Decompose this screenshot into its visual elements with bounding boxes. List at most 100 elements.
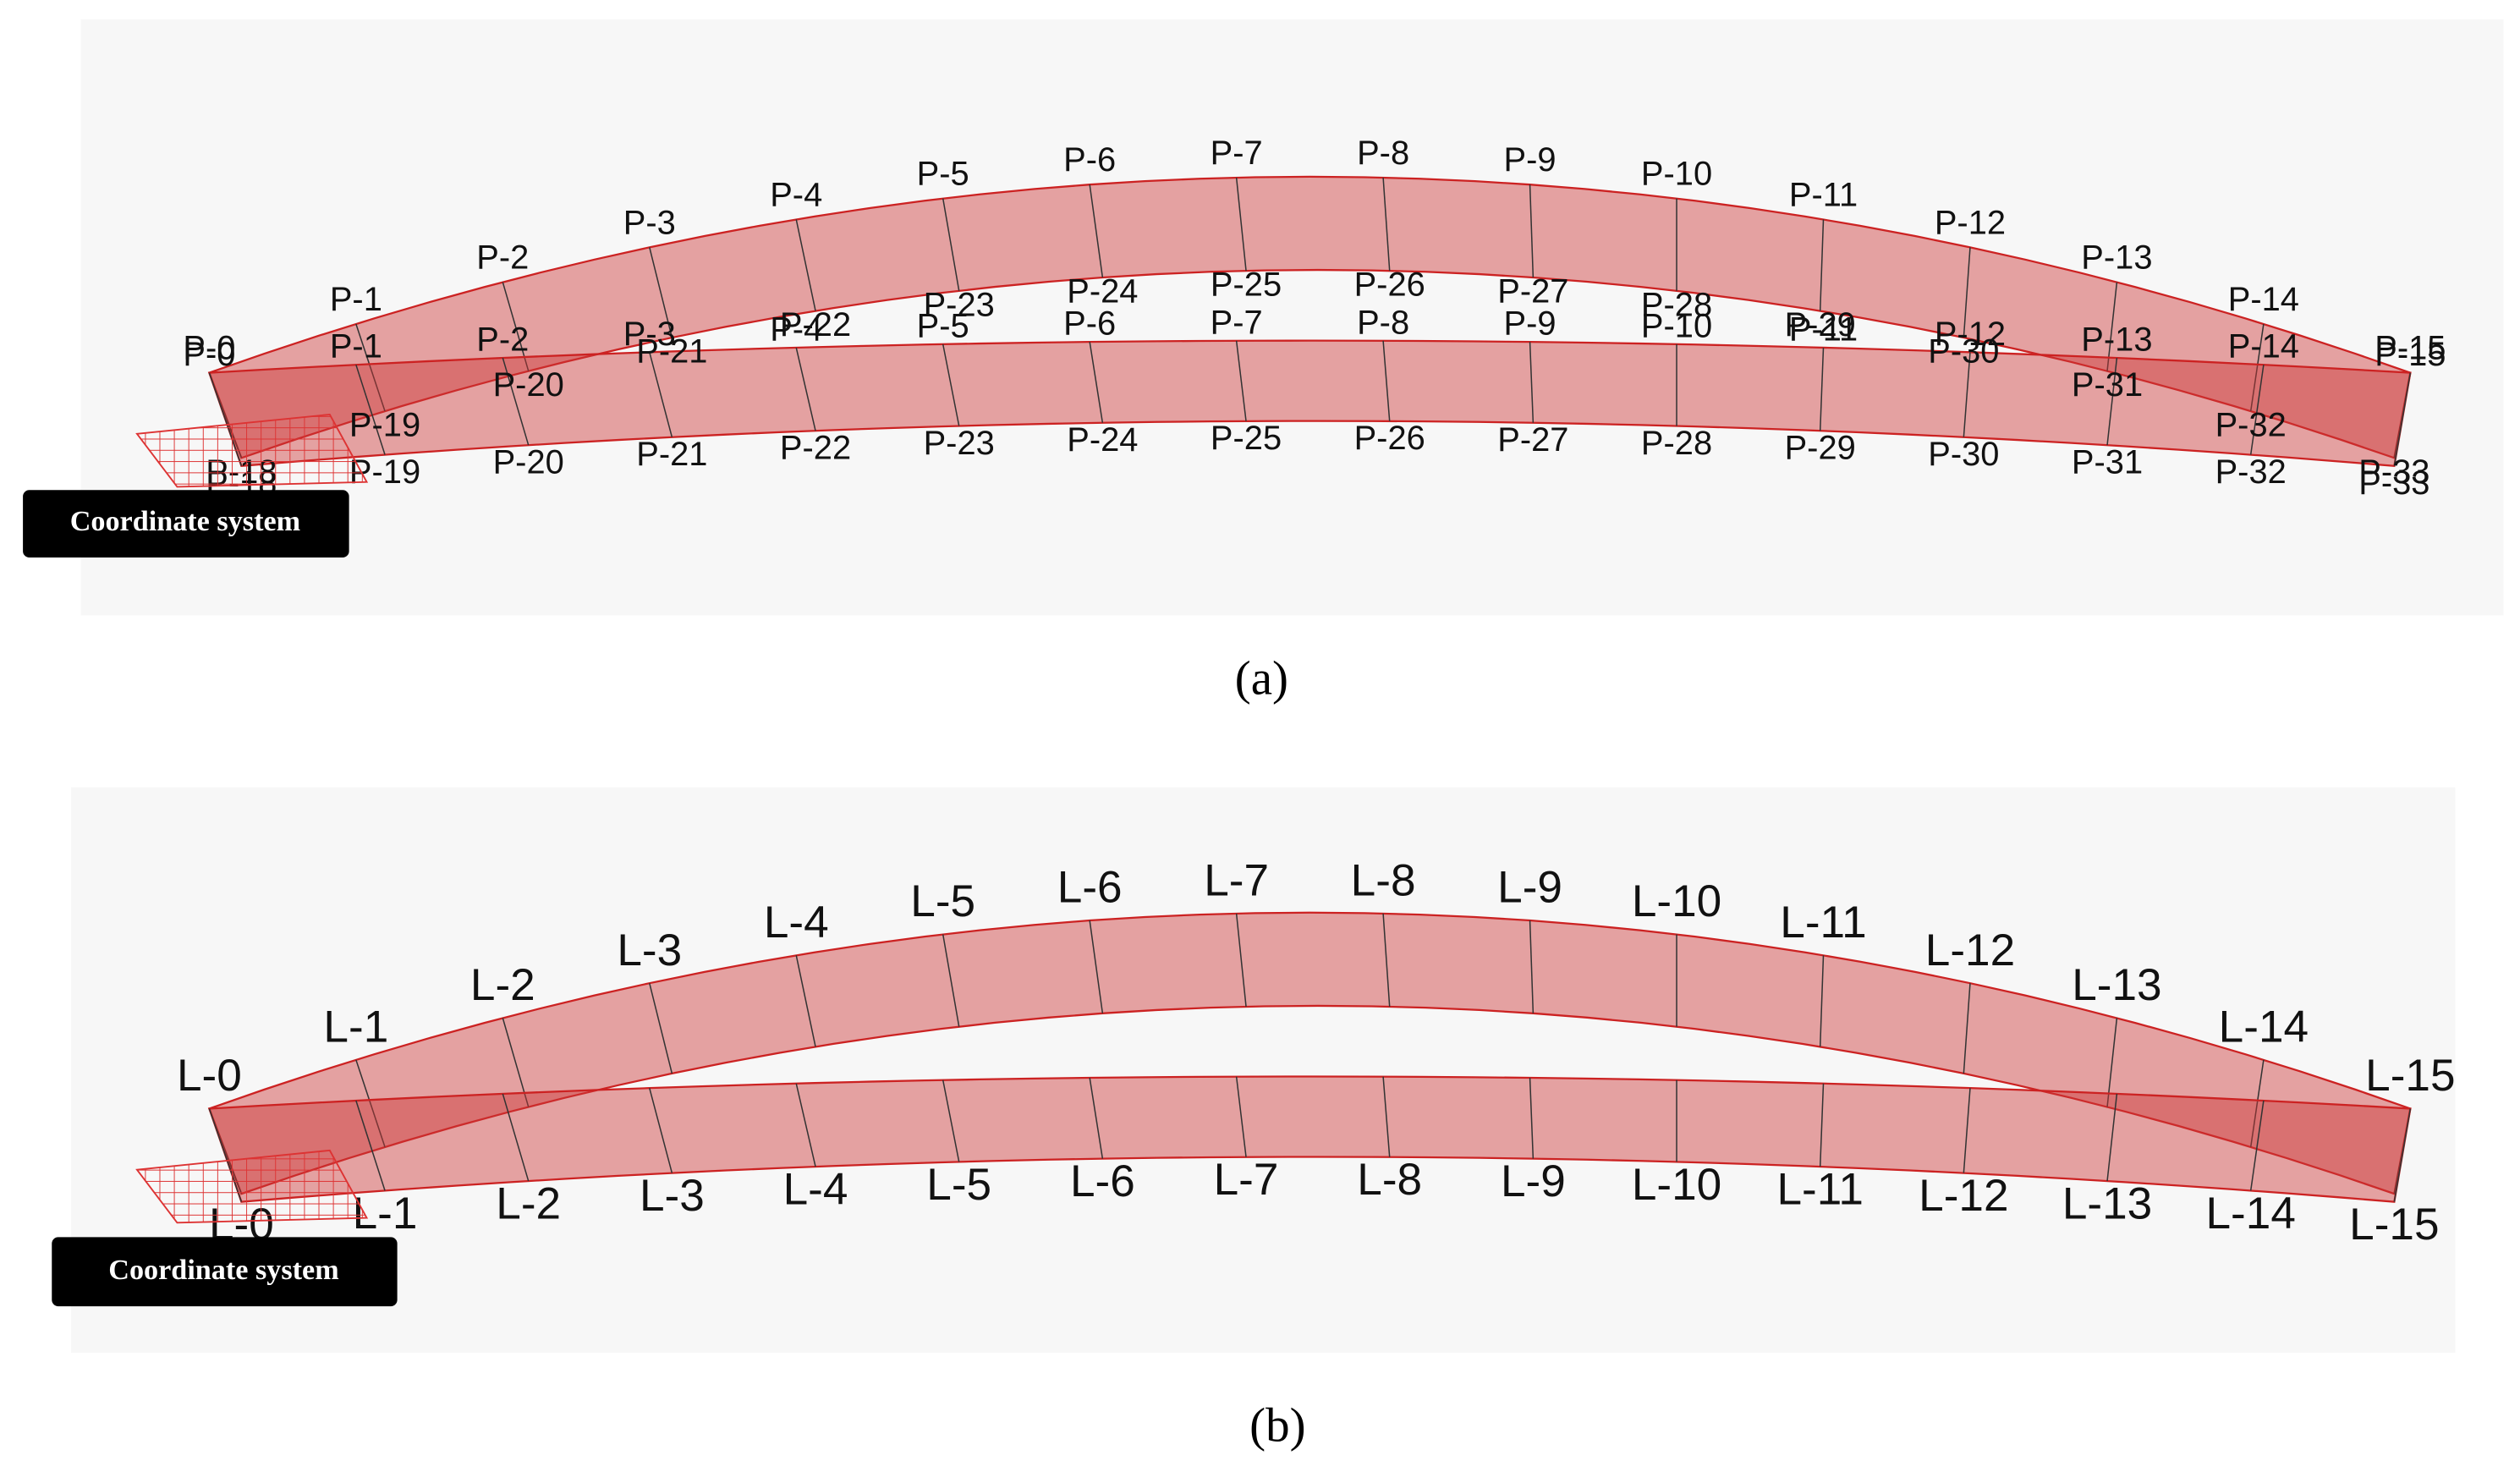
point-label: P-0 [183,336,235,373]
section-line [1963,1088,1971,1173]
section-line [1382,1076,1391,1157]
point-label: P-29 [1785,430,1856,467]
section-line [795,347,816,431]
section-line [1529,342,1535,423]
section-line [355,323,386,412]
section-line [942,1079,960,1162]
section-line [2106,1093,2118,1182]
point-label: P-2 [476,321,529,359]
section-line [502,1093,530,1182]
point-label: P-28 [1641,425,1712,462]
section-line [355,1100,386,1191]
point-label: L-13 [2062,1178,2152,1228]
point-label: P-19 [349,407,420,444]
point-label: P-27 [1497,421,1568,459]
section-line [355,1059,386,1148]
point-label: P-4 [770,310,822,348]
section-line [1529,920,1535,1013]
point-label: P-3 [623,204,676,241]
button-label[interactable]: Coordinate system [70,506,300,537]
point-label: L-15 [2365,1051,2455,1101]
section-line [2393,372,2412,466]
point-label: P-21 [636,436,707,473]
panel-b: L-0 L-1 L-2 L-3 L-4 L-5 L-6 L-7 L-8 L-9 L-10 L-11 L-… [177,855,2456,1250]
section-line [1819,955,1825,1047]
point-label: P-21 [636,333,707,371]
point-label: P-23 [924,286,995,323]
section-line [2249,323,2265,412]
point-label: P-30 [1928,333,1999,371]
point-label: P-33 [2358,464,2429,502]
point-label: P-10 [1641,307,1712,344]
section-line [1819,347,1825,431]
section-line [1963,247,1971,338]
section-line [1819,219,1825,311]
point-label: P-14 [2228,328,2299,365]
point-label: P-10 [1641,156,1712,193]
point-label: L-6 [1070,1156,1135,1206]
section-line [1089,920,1104,1013]
section-line [1963,983,1971,1074]
point-label: L-2 [470,960,535,1010]
section-line [2249,1100,2265,1191]
section-line [795,219,816,311]
point-label: L-8 [1351,855,1416,905]
point-label: L-12 [1919,1171,2008,1221]
point-label: P-25 [1211,420,1282,457]
point-label: P-31 [2072,444,2143,481]
point-label: P-29 [1785,306,1856,343]
point-label: L-10 [1632,876,1721,926]
section-line [1819,1083,1825,1167]
point-label: P-15 [2375,336,2446,373]
point-label: P-6 [1063,305,1116,343]
section-line [1235,177,1247,272]
section-line [795,955,816,1047]
point-label: L-2 [496,1178,561,1228]
point-label: P-22 [780,430,851,467]
section-line [1529,184,1535,277]
point-label: P-27 [1497,272,1568,310]
section-line [795,1083,816,1167]
point-label: P-14 [2228,281,2299,318]
point-label: L-6 [1057,863,1123,913]
point-label: P-2 [476,239,529,276]
point-label: P-26 [1354,420,1425,457]
point-label: P-0 [183,330,235,367]
section-line [1963,352,1971,437]
point-label: P-23 [924,425,995,462]
point-label: L-9 [1501,1156,1566,1206]
point-label: P-32 [2215,453,2287,491]
point-label: L-12 [1925,926,2015,975]
point-label: P-31 [2072,366,2143,404]
point-label: L-14 [2219,1002,2309,1052]
section-line [2249,365,2265,455]
section-line [2106,357,2118,446]
point-label: P-33 [2358,453,2429,491]
coordinate-button[interactable] [23,490,349,558]
point-label: P-13 [2081,239,2152,276]
coordinate-button[interactable] [52,1237,398,1307]
point-label: P-12 [1935,204,2006,241]
section-line [649,352,673,437]
point-label: P-28 [1641,286,1712,323]
section-line [649,983,673,1074]
point-label: L-11 [1780,898,1866,947]
point-label: L-1 [323,1002,388,1052]
point-label: P-5 [917,307,969,344]
point-label: P-7 [1211,135,1263,172]
section-line [2106,1018,2118,1107]
point-label: P-1 [330,281,382,318]
section-line [502,357,530,446]
section-line [1382,177,1391,272]
point-label: P-1 [330,328,382,365]
section-line [1382,340,1391,421]
viewport-b [71,787,2456,1354]
section-line [2106,282,2118,371]
section-line [942,934,960,1027]
section-line [1382,913,1391,1007]
point-label: P-22 [780,306,851,343]
point-label: L-10 [1632,1160,1721,1210]
button-label[interactable]: Coordinate system [108,1255,338,1286]
point-label: P-7 [1211,304,1263,341]
